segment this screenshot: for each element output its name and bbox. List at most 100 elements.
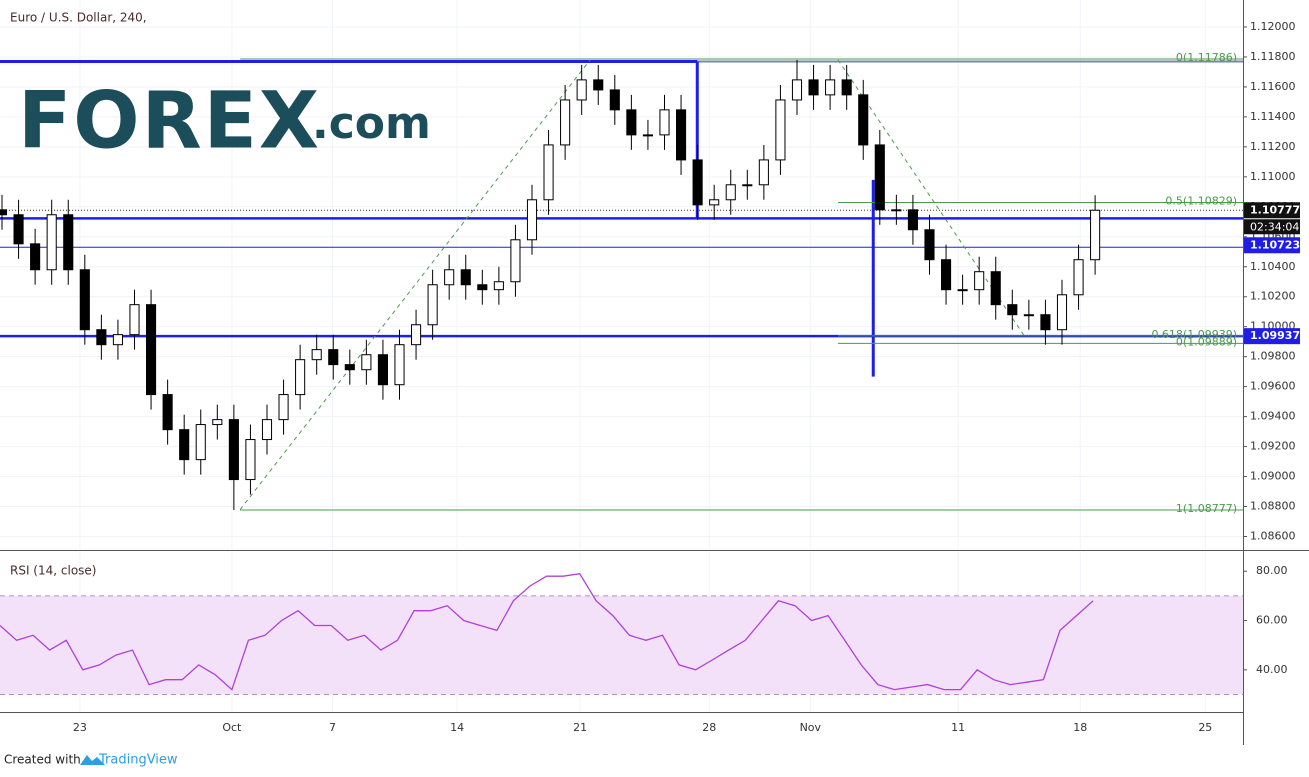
candle-body <box>576 79 587 101</box>
candle-body <box>775 99 786 161</box>
candle-body <box>510 239 521 283</box>
candle-body <box>808 79 819 96</box>
x-tick-label: Oct <box>222 721 242 734</box>
candle-body <box>1007 304 1018 316</box>
y-tick-label: 1.11200 <box>1250 140 1296 153</box>
y-tick-label: 1.11400 <box>1250 110 1296 123</box>
y-tick-label: 1.10200 <box>1250 290 1296 303</box>
candle-body <box>212 419 223 426</box>
y-tick-label: 1.11600 <box>1250 80 1296 93</box>
candle-body <box>295 359 306 396</box>
x-tick-label: Nov <box>800 721 822 734</box>
candle-body <box>394 344 405 386</box>
fib-label: 0(1.09889) <box>1176 335 1237 348</box>
candle-body <box>758 159 769 186</box>
level-label: 1.10723 <box>1250 238 1300 251</box>
candle-body <box>692 159 703 206</box>
candle-body <box>907 209 918 231</box>
candle-body <box>957 289 968 292</box>
candle-body <box>791 79 803 101</box>
candle-body <box>626 109 637 136</box>
y-tick-label: 1.09800 <box>1250 350 1296 363</box>
rsi-title: RSI (14, close) <box>10 564 96 578</box>
candle-body <box>974 271 985 291</box>
x-tick-label: 28 <box>702 721 716 734</box>
candle-body <box>1040 314 1051 331</box>
grid-layer <box>0 0 1243 712</box>
y-tick-label: 1.09600 <box>1250 380 1296 393</box>
candle-body <box>361 354 372 371</box>
countdown-label: 02:34:04 <box>1250 220 1299 233</box>
chart-title: Euro / U.S. Dollar, 240, <box>10 11 147 25</box>
rsi-tick-label: 40.00 <box>1256 663 1288 676</box>
candle-body <box>659 109 670 136</box>
rsi-band <box>0 595 1243 695</box>
rsi-tick-label: 80.00 <box>1256 564 1288 577</box>
candle-body <box>924 229 935 261</box>
x-tick-label: 25 <box>1198 721 1212 734</box>
candle-body <box>96 329 107 346</box>
fib-label: 0(1.11786) <box>1176 51 1237 64</box>
y-tick-label: 1.08600 <box>1250 530 1296 543</box>
logo-brand: FOREX <box>18 76 321 166</box>
candle-body <box>477 284 488 291</box>
footer-brand: TradingView <box>98 753 178 768</box>
x-tick-label: 21 <box>573 721 587 734</box>
candle-body <box>725 184 736 201</box>
candle-body <box>593 79 604 91</box>
candle-body <box>742 184 753 187</box>
rsi-line <box>0 572 1094 691</box>
x-tick-label: 14 <box>450 721 464 734</box>
candle-body <box>13 214 24 245</box>
footer-created: Created with <box>4 753 81 767</box>
candle-body <box>146 304 157 396</box>
candle-body <box>179 429 190 461</box>
countdown-box <box>1244 219 1300 235</box>
candle-body <box>0 209 8 216</box>
y-tick-label: 1.09200 <box>1250 440 1296 453</box>
candle-body <box>560 99 571 146</box>
candle-body <box>411 324 422 346</box>
candle-body <box>891 209 902 212</box>
candle-body <box>79 269 90 331</box>
candle-body <box>642 134 653 137</box>
candle-body <box>675 109 687 161</box>
candle-body <box>825 79 836 96</box>
candle-body <box>129 304 140 336</box>
level-box <box>1244 328 1300 345</box>
candle-body <box>30 243 41 271</box>
y-tick-label: 1.10400 <box>1250 260 1296 273</box>
y-tick-label: 1.11800 <box>1250 50 1296 63</box>
candle-body <box>311 349 322 361</box>
candle-body <box>1090 209 1101 261</box>
y-tick-label: 1.12000 <box>1250 20 1296 33</box>
candle-body <box>874 144 885 211</box>
candle-body <box>328 349 339 366</box>
logo-suffix: .com <box>312 98 431 149</box>
last-price-label: 1.10777 <box>1250 203 1300 216</box>
candle-body <box>344 364 355 371</box>
candle-body <box>543 144 554 201</box>
last-price-box <box>1244 202 1300 219</box>
candle-body <box>1023 314 1034 317</box>
x-tick-label: 18 <box>1073 721 1087 734</box>
y-tick-label: 1.08800 <box>1250 500 1296 513</box>
tradingview-icon <box>80 755 105 765</box>
level-box <box>1244 237 1300 254</box>
y-tick-label: 1.09000 <box>1250 470 1296 483</box>
candle-body <box>609 89 620 111</box>
candle-body <box>990 271 1001 306</box>
candle-body <box>278 394 289 421</box>
candle-body <box>841 79 852 96</box>
fib-label: 0.5(1.10829) <box>1165 194 1237 207</box>
rsi-tick-label: 60.00 <box>1256 614 1288 627</box>
candle-body <box>460 269 471 286</box>
y-tick-label: 1.11000 <box>1250 170 1296 183</box>
level-label: 1.09937 <box>1250 329 1300 342</box>
candle-body <box>444 269 455 286</box>
candle-body <box>112 334 123 346</box>
fib-label: 0.618(1.09939) <box>1151 328 1237 341</box>
candle-body <box>493 281 504 291</box>
